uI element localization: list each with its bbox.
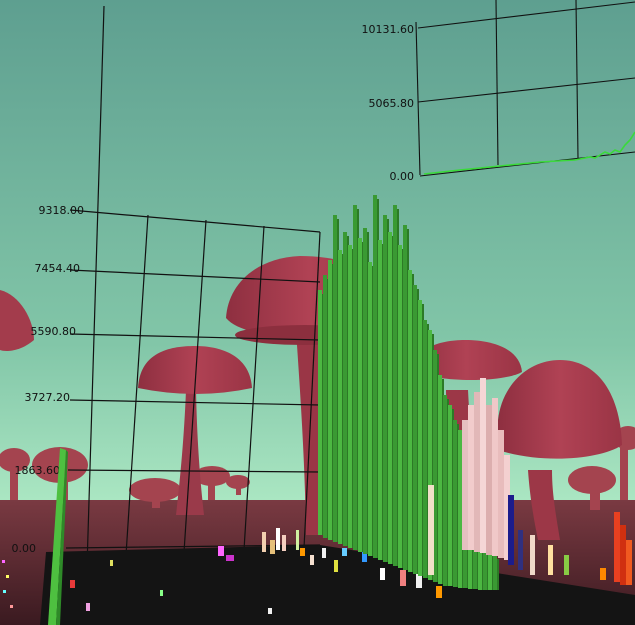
- series-orange-bars: [614, 512, 632, 585]
- green-bar: [378, 240, 382, 560]
- green-bar: [338, 250, 342, 544]
- green-bar: [363, 228, 367, 554]
- main-tick-1: 7454.40: [35, 262, 81, 275]
- green-bar: [383, 215, 387, 562]
- back-tick-0: 10131.60: [362, 23, 415, 36]
- series-pink-bars: [428, 378, 510, 575]
- green-bar: [408, 270, 412, 572]
- green-bar: [413, 285, 417, 574]
- green-bar: [358, 238, 362, 552]
- green-bar: [458, 430, 462, 588]
- green-bar: [388, 232, 392, 564]
- green-bar: [368, 262, 372, 556]
- main-chart-grid: [65, 5, 321, 601]
- green-bar: [418, 300, 422, 576]
- green-bar: [493, 555, 497, 590]
- green-bar: [318, 290, 322, 535]
- main-chart-ticks: 9318.00 7454.40 5590.80 3727.20 1863.60 …: [12, 204, 85, 555]
- green-bar: [403, 225, 407, 570]
- green-bar: [423, 320, 427, 578]
- green-bar-side: [497, 559, 499, 590]
- left-specks: [2, 560, 13, 608]
- green-bar: [488, 545, 492, 590]
- main-tick-3: 3727.20: [25, 391, 71, 404]
- green-bar: [348, 245, 352, 548]
- green-bar: [398, 245, 402, 568]
- chart-floor: [40, 545, 635, 625]
- left-green-bar: [48, 448, 68, 625]
- green-bar: [483, 530, 487, 590]
- green-bar: [323, 275, 327, 538]
- back-series-line: [423, 131, 635, 175]
- green-bar: [448, 405, 452, 586]
- green-bar: [393, 205, 397, 566]
- main-tick-5: 0.00: [12, 542, 37, 555]
- main-tick-2: 5590.80: [31, 325, 77, 338]
- green-bar: [438, 375, 442, 584]
- back-chart: 10131.60 5065.80 0.00: [362, 0, 635, 183]
- green-bar: [428, 330, 432, 580]
- main-tick-0: 9318.00: [39, 204, 85, 217]
- green-bar: [453, 420, 457, 587]
- green-bar: [433, 350, 437, 582]
- green-bar: [443, 395, 447, 586]
- back-tick-2: 0.00: [390, 170, 415, 183]
- green-bar: [353, 205, 357, 550]
- green-bar: [343, 232, 347, 546]
- green-bar: [373, 195, 377, 558]
- mushroom-left-edge: [0, 290, 34, 351]
- mushroom-right-2: [498, 360, 622, 540]
- main-tick-4: 1863.60: [15, 464, 61, 477]
- back-tick-1: 5065.80: [369, 97, 415, 110]
- green-bar: [333, 215, 337, 542]
- green-bar: [328, 260, 332, 540]
- series-green-bars: [318, 195, 499, 590]
- series-blue-bars: [508, 495, 569, 575]
